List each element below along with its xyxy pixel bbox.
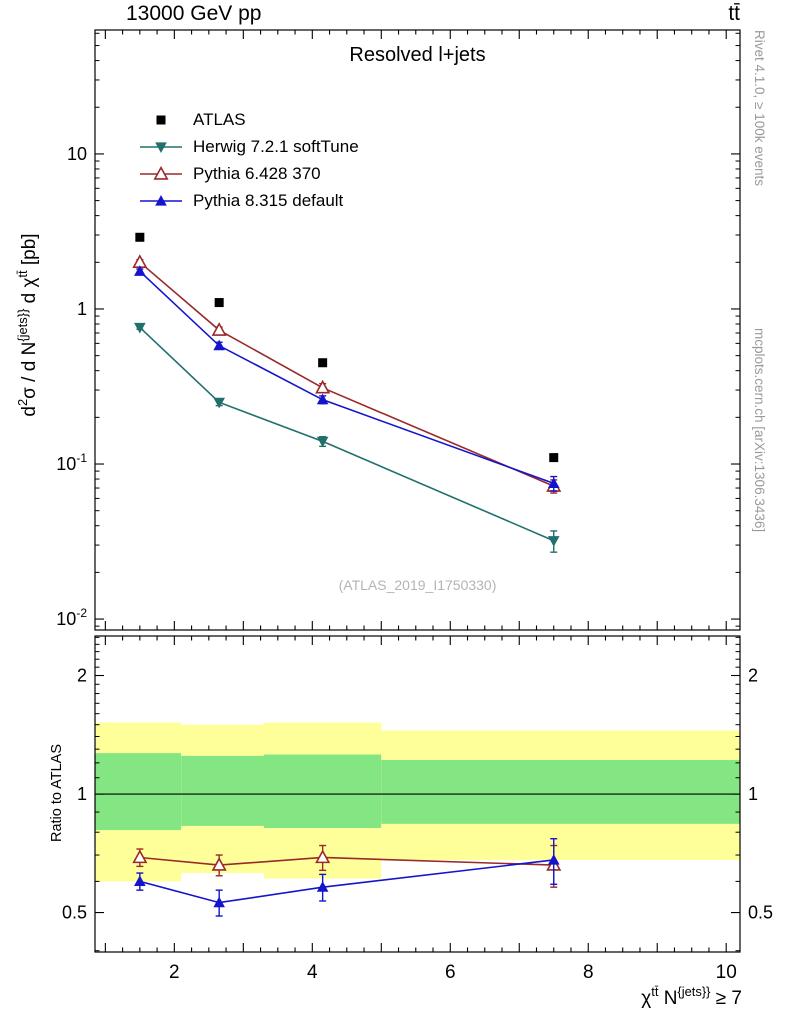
x-title-part: χ xyxy=(641,987,652,1009)
svg-text:0.5: 0.5 xyxy=(62,903,87,923)
rivet-version-label: Rivet 4.1.0, ≥ 100k events xyxy=(752,30,767,186)
x-title-part: {jets}} xyxy=(677,984,711,999)
herwig-marker-icon xyxy=(140,141,182,153)
legend-item-herwig: Herwig 7.2.1 softTune xyxy=(138,133,359,160)
y-title-part: 2 xyxy=(15,398,31,407)
svg-text:4: 4 xyxy=(307,962,318,983)
svg-text:10: 10 xyxy=(716,962,737,983)
pythia8-marker-icon xyxy=(140,194,182,206)
x-title-part: tt̄ xyxy=(651,984,659,999)
plot-title: Resolved l+jets xyxy=(349,44,486,66)
svg-text:2: 2 xyxy=(748,666,758,686)
legend-item-pythia6: Pythia 6.428 370 xyxy=(138,160,359,187)
svg-text:2: 2 xyxy=(169,962,180,983)
svg-text:10-2: 10-2 xyxy=(56,606,87,629)
y-title-part: σ / d N xyxy=(18,341,40,399)
analysis-id-watermark: (ATLAS_2019_I1750330) xyxy=(338,577,497,593)
legend-item-atlas: ATLAS xyxy=(138,106,359,133)
legend-label: ATLAS xyxy=(193,109,246,129)
svg-text:10-1: 10-1 xyxy=(56,451,87,474)
legend-label: Herwig 7.2.1 softTune xyxy=(193,136,359,156)
svg-text:10: 10 xyxy=(67,144,87,164)
x-title-part: N xyxy=(658,987,678,1009)
svg-text:0.5: 0.5 xyxy=(748,903,773,923)
y-axis-title-ratio: Ratio to ATLAS xyxy=(49,743,65,843)
x-axis-title: χtt̄ N{jets}} ≥ 7 xyxy=(641,984,742,1010)
x-title-part: ≥ 7 xyxy=(710,987,742,1009)
svg-text:1: 1 xyxy=(77,784,87,804)
atlas-marker-icon xyxy=(156,115,166,124)
y-title-part: tt̄ xyxy=(15,270,31,278)
svg-text:1: 1 xyxy=(77,299,87,319)
svg-text:8: 8 xyxy=(583,962,594,983)
legend: ATLAS Herwig 7.2.1 softTune Pythia 6.428… xyxy=(138,106,359,214)
legend-label: Pythia 8.315 default xyxy=(193,190,344,210)
y-title-part: [pb] xyxy=(18,233,40,271)
process-label: tt̄ xyxy=(728,2,740,25)
pythia6-marker-icon xyxy=(140,165,182,180)
svg-text:1: 1 xyxy=(748,784,758,804)
legend-item-pythia8: Pythia 8.315 default xyxy=(138,187,359,214)
mcplots-reference-label: mcplots.cern.ch [arXiv:1306.3436] xyxy=(752,328,767,533)
svg-text:6: 6 xyxy=(445,962,456,983)
beam-energy-label: 13000 GeV pp xyxy=(126,2,262,25)
y-axis-title-main: d2σ / d N{jets}} d χtt̄ [pb] xyxy=(15,233,41,416)
y-title-part: d χ xyxy=(18,277,40,309)
legend-label: Pythia 6.428 370 xyxy=(193,163,321,183)
y-title-part: d xyxy=(18,406,40,417)
y-title-part: {jets}} xyxy=(15,308,31,342)
svg-text:2: 2 xyxy=(77,666,87,686)
